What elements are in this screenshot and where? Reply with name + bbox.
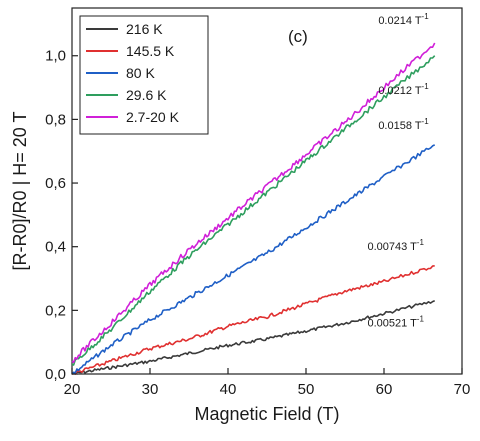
x-tick-label: 70 — [454, 381, 471, 398]
series-line — [71, 265, 435, 375]
y-tick-label: 0,4 — [45, 239, 66, 256]
legend-box — [79, 15, 209, 135]
y-tick-label: 1,0 — [45, 48, 66, 65]
x-tick-label: 60 — [376, 381, 393, 398]
slope-annotation: 0.0214 T-1 — [378, 12, 429, 27]
series-line — [71, 144, 436, 375]
legend-label: 29.6 K — [126, 87, 167, 103]
series-lines — [71, 42, 436, 375]
y-tick-label: 0,2 — [45, 302, 66, 319]
series-line — [71, 42, 436, 364]
y-axis-title: [R-R0]/R0 | H= 20 T — [10, 112, 30, 271]
legend-label: 145.5 K — [126, 43, 175, 59]
y-tick-label: 0,8 — [45, 111, 66, 128]
axis-ticks: 20 30 40 50 60 70 0,0 0,2 0,4 0,6 0,8 1,0 — [45, 48, 470, 398]
slope-annotation: 0.00521 T-1 — [367, 314, 424, 329]
slope-annotations: 0.0214 T-1 0.0212 T-1 0.0158 T-1 0.00743 T-… — [367, 12, 429, 329]
legend-label: 2.7-20 K — [126, 109, 180, 125]
series-line — [71, 300, 435, 375]
panel-label: (c) — [288, 27, 308, 46]
x-axis-title: Magnetic Field (T) — [194, 404, 339, 424]
y-tick-label: 0,6 — [45, 175, 66, 192]
series-line — [71, 55, 436, 366]
x-tick-label: 30 — [142, 381, 159, 398]
slope-annotation: 0.00743 T-1 — [367, 238, 424, 253]
slope-annotation: 0.0158 T-1 — [378, 117, 429, 132]
x-tick-label: 40 — [220, 381, 237, 398]
y-tick-label: 0,0 — [45, 366, 66, 383]
legend-label: 216 K — [126, 21, 163, 37]
legend: 216 K 145.5 K 80 K 29.6 K 2.7-20 K — [79, 15, 209, 135]
x-tick-label: 20 — [64, 381, 81, 398]
slope-annotation: 0.0212 T-1 — [378, 82, 429, 97]
x-tick-label: 50 — [298, 381, 315, 398]
legend-label: 80 K — [126, 65, 155, 81]
